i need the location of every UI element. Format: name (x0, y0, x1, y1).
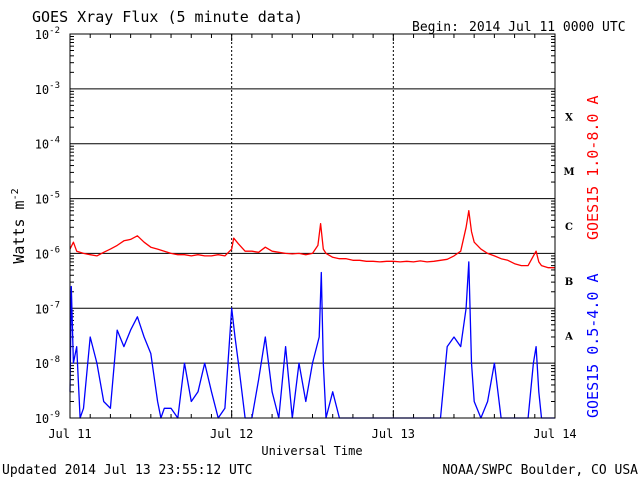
y-tick-label: 10-7 (35, 300, 60, 316)
y-tick-base: 10 (35, 302, 49, 316)
y-tick-base: 10 (35, 28, 49, 42)
x-axis-label: Universal Time (261, 444, 362, 458)
legend-series-short: GOES15 0.5-4.0 A (584, 274, 602, 419)
chart-title: GOES Xray Flux (5 minute data) (32, 8, 303, 26)
series-layer (69, 210, 555, 419)
y-tick-label: 10-6 (35, 245, 60, 261)
y-tick-exponent: -7 (49, 300, 60, 310)
y-tick-base: 10 (35, 83, 49, 97)
x-tick-labels: Jul 11 Jul 12 Jul 13 Jul 14 (48, 427, 576, 441)
x-tick-label: Jul 13 (372, 427, 415, 441)
flare-class-label: X (565, 112, 573, 123)
flare-class-label: M (563, 167, 574, 178)
y-tick-label: 10-8 (35, 355, 60, 371)
series-line-0 (69, 210, 555, 269)
legend-series-long: GOES15 1.0-8.0 A (584, 96, 602, 241)
y-tick-exponent: -2 (49, 26, 60, 36)
grid-layer (69, 34, 556, 418)
y-tick-exponent: -4 (49, 136, 60, 146)
footer-credit: NOAA/SWPC Boulder, CO USA (442, 463, 638, 478)
x-tick-label: Jul 12 (210, 427, 253, 441)
y-tick-label: 10-5 (35, 191, 60, 207)
x-tick-label: Jul 11 (48, 427, 91, 441)
y-tick-base: 10 (35, 412, 49, 426)
y-tick-label: 10-9 (35, 410, 60, 426)
y-tick-exponent: -3 (49, 81, 60, 91)
begin-value: 2014 Jul 11 0000 UTC (469, 20, 626, 35)
flare-class-label: B (565, 277, 573, 288)
y-tick-exponent: -6 (49, 245, 60, 255)
plot-frame (69, 33, 556, 419)
y-tick-base: 10 (35, 193, 49, 207)
flare-class-label: A (564, 332, 573, 343)
y-tick-exponent: -9 (49, 410, 60, 420)
y-axis-label-text: Watts m (10, 200, 28, 263)
y-tick-label: 10-2 (35, 26, 60, 42)
legend-long-text: GOES15 1.0-8.0 A (584, 96, 602, 241)
svg-text:Watts m-2: Watts m-2 (10, 188, 28, 263)
y-tick-label: 10-3 (35, 81, 60, 97)
flare-class-label: C (565, 222, 573, 233)
y-tick-base: 10 (35, 247, 49, 261)
y-axis-label: Watts m-2 (10, 188, 28, 263)
begin-label: Begin: (412, 20, 459, 35)
y-tick-exponent: -5 (49, 191, 60, 201)
y-tick-label: 10-4 (35, 136, 60, 152)
flare-class-labels: A B C M X (563, 112, 574, 342)
y-tick-base: 10 (35, 138, 49, 152)
y-axis-label-exponent: -2 (10, 188, 21, 200)
y-tick-base: 10 (35, 357, 49, 371)
series-line-1 (69, 261, 555, 419)
footer-updated: Updated 2014 Jul 13 23:55:12 UTC (2, 463, 252, 478)
legend-short-text: GOES15 0.5-4.0 A (584, 274, 602, 419)
y-tick-exponent: -8 (49, 355, 60, 365)
y-tick-labels: 10-910-810-710-610-510-410-310-2 (35, 26, 60, 426)
x-tick-label: Jul 14 (533, 427, 576, 441)
